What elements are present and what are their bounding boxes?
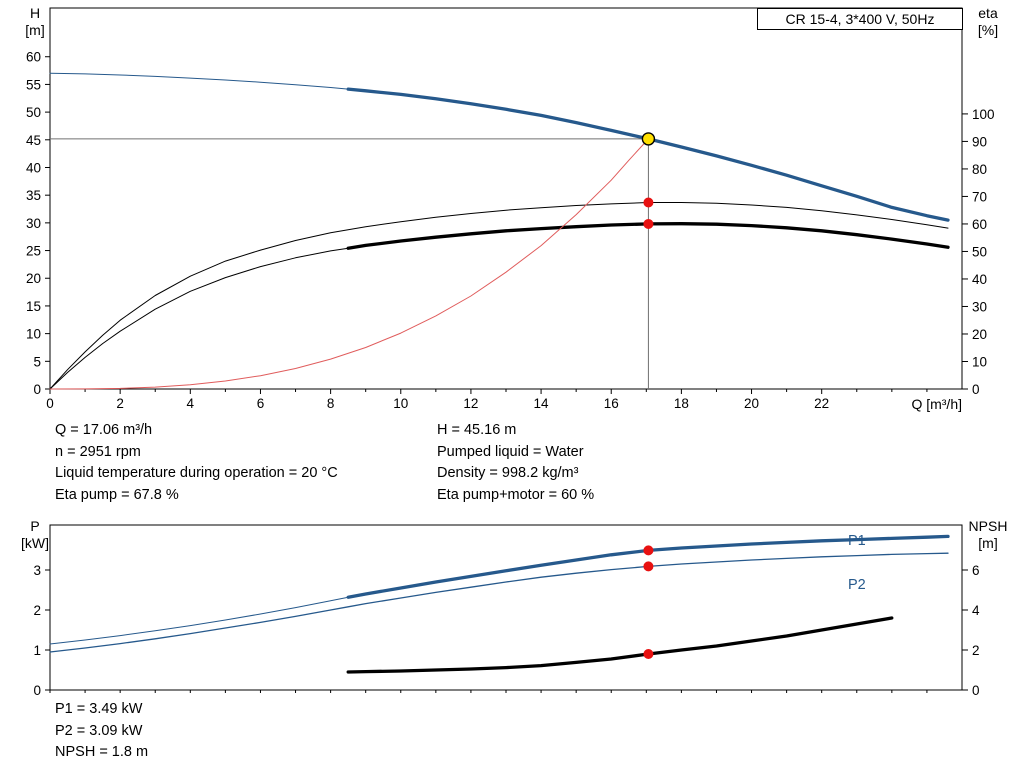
y-left-tick-label: 55 bbox=[26, 77, 41, 92]
head-axis-unit: [m] bbox=[25, 22, 45, 38]
y-right-tick-label: 90 bbox=[972, 134, 987, 149]
y-right-tick-label: 10 bbox=[972, 354, 987, 369]
y-left-tick-label: 15 bbox=[26, 299, 41, 314]
p1-series-label: P1 bbox=[848, 533, 866, 549]
power-axis-unit: [kW] bbox=[21, 535, 49, 551]
annotation-line: n = 2951 rpm bbox=[55, 443, 141, 460]
y-right-tick-label: 0 bbox=[972, 382, 980, 397]
duty-marker-dot bbox=[643, 197, 654, 208]
y-right-tick-label: 20 bbox=[972, 327, 987, 342]
x-tick-label: 12 bbox=[463, 396, 478, 411]
q-axis-label: Q [m³/h] bbox=[911, 396, 962, 412]
series-eta-pump-motor bbox=[49, 247, 349, 390]
annotation-line: Pumped liquid = Water bbox=[437, 443, 584, 460]
y-right-tick-label: 40 bbox=[972, 272, 987, 287]
duty-marker-dot bbox=[643, 218, 654, 229]
y-right-tick-label: 80 bbox=[972, 162, 987, 177]
x-tick-label: 4 bbox=[187, 396, 195, 411]
eta-axis-symbol: eta bbox=[978, 5, 998, 21]
y-left-tick-label: 45 bbox=[26, 133, 41, 148]
y-left-tick-label: 25 bbox=[26, 244, 41, 259]
x-tick-label: 10 bbox=[393, 396, 408, 411]
y-left-tick-label: 0 bbox=[33, 382, 41, 397]
annotation-line: NPSH = 1.8 m bbox=[55, 744, 149, 761]
series-P2 bbox=[49, 552, 949, 653]
head-axis-symbol: H bbox=[29, 5, 41, 21]
annotation-line: Eta pump = 67.8 % bbox=[55, 487, 179, 504]
y-right-tick-label: 2 bbox=[972, 643, 980, 658]
x-tick-label: 14 bbox=[534, 396, 550, 411]
y-right-tick-label: 4 bbox=[972, 603, 980, 618]
y-right-tick-label: 6 bbox=[972, 563, 980, 578]
duty-marker-dot bbox=[643, 561, 654, 572]
y-left-tick-label: 10 bbox=[26, 327, 41, 342]
y-right-tick-label: 30 bbox=[972, 299, 987, 314]
x-tick-label: 22 bbox=[814, 396, 829, 411]
curve-title-box: CR 15-4, 3*400 V, 50Hz bbox=[757, 8, 963, 30]
npsh-axis-symbol: NPSH bbox=[968, 518, 1008, 534]
p2-series-label: P2 bbox=[848, 577, 866, 593]
power-npsh-chart-plot-area[interactable] bbox=[49, 524, 963, 691]
y-left-tick-label: 35 bbox=[26, 188, 41, 203]
duty-marker-dot bbox=[643, 545, 654, 556]
series-P1 bbox=[49, 596, 349, 645]
x-tick-label: 6 bbox=[257, 396, 265, 411]
y-left-tick-label: 20 bbox=[26, 271, 41, 286]
y-left-tick-label: 5 bbox=[33, 354, 41, 369]
duty-marker-dot bbox=[643, 649, 654, 659]
y-left-tick-label: 30 bbox=[26, 216, 41, 231]
y-right-tick-label: 0 bbox=[972, 683, 980, 698]
y-right-tick-label: 100 bbox=[972, 107, 995, 122]
x-tick-label: 2 bbox=[116, 396, 124, 411]
y-right-tick-label: 70 bbox=[972, 189, 987, 204]
x-tick-label: 18 bbox=[674, 396, 689, 411]
annotation-line: P2 = 3.09 kW bbox=[55, 722, 143, 739]
y-left-tick-label: 2 bbox=[33, 603, 41, 618]
power-axis-symbol: P bbox=[30, 518, 40, 534]
series-NPSH bbox=[346, 616, 894, 674]
duty-annotations-left: Q = 17.06 m³/h n = 2951 rpm Liquid tempe… bbox=[55, 420, 338, 507]
y-left-tick-label: 40 bbox=[26, 160, 41, 175]
series-pump-curve-H bbox=[49, 72, 349, 90]
y-left-tick-label: 3 bbox=[33, 563, 41, 578]
annotation-line: H = 45.16 m bbox=[437, 422, 517, 438]
y-left-tick-label: 1 bbox=[33, 643, 41, 658]
y-left-tick-label: 0 bbox=[33, 683, 41, 698]
y-left-tick-label: 50 bbox=[26, 105, 41, 120]
annotation-line: Q = 17.06 m³/h bbox=[55, 422, 153, 438]
y-left-tick-label: 60 bbox=[26, 50, 41, 65]
x-tick-label: 8 bbox=[327, 396, 335, 411]
annotation-line: P1 = 3.49 kW bbox=[55, 701, 143, 717]
x-tick-label: 20 bbox=[744, 396, 759, 411]
head-eta-chart-plot-area[interactable] bbox=[49, 7, 963, 390]
annotation-line: Density = 998.2 kg/m³ bbox=[437, 465, 579, 482]
duty-annotations-right: H = 45.16 m Pumped liquid = Water Densit… bbox=[437, 420, 594, 507]
power-annotations: P1 = 3.49 kW P2 = 3.09 kW NPSH = 1.8 m bbox=[55, 699, 148, 764]
series-system-curve bbox=[49, 138, 649, 390]
annotation-line: Eta pump+motor = 60 % bbox=[437, 487, 595, 504]
eta-axis-unit: [%] bbox=[977, 22, 999, 38]
x-tick-label: 0 bbox=[46, 396, 54, 411]
y-right-tick-label: 60 bbox=[972, 217, 987, 232]
npsh-axis-unit: [m] bbox=[978, 535, 998, 551]
annotation-line: Liquid temperature during operation = 20… bbox=[55, 465, 338, 482]
series-eta-pump bbox=[49, 202, 949, 390]
duty-point[interactable] bbox=[641, 132, 656, 146]
y-right-tick-label: 50 bbox=[972, 244, 987, 259]
x-tick-label: 16 bbox=[604, 396, 619, 411]
